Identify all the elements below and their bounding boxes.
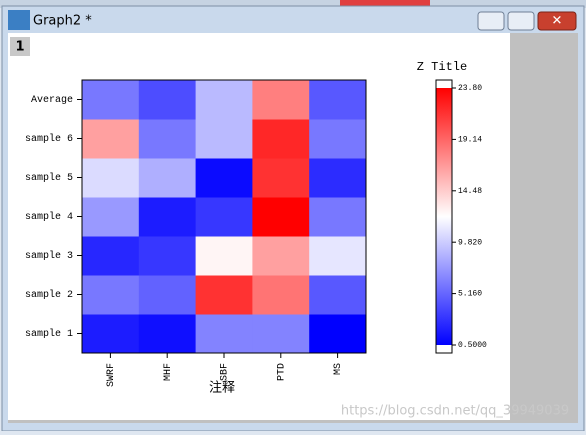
colorbar-frame — [435, 79, 453, 354]
heatmap-cell — [138, 119, 197, 159]
heatmap: sample 1 sample 2 sample 3 sample 4 sample 5… — [25, 79, 487, 387]
heatmap-cell — [82, 158, 140, 198]
close-icon: ✕ — [552, 14, 563, 29]
heatmap-cell — [195, 119, 253, 159]
heatmap-cell — [82, 236, 140, 276]
close-button[interactable] — [537, 11, 577, 31]
colorbar-tick-label: 14.48 — [458, 187, 482, 196]
window-icon — [8, 10, 30, 30]
heatmap-cell — [309, 158, 367, 198]
heatmap-cell — [82, 80, 140, 120]
y-tick-label: sample 4 — [25, 211, 73, 223]
watermark: https://blog.csdn.net/qq_39949039 — [341, 404, 569, 419]
background-strip — [0, 0, 586, 8]
layer-tab-label: 1 — [15, 40, 24, 55]
colorbar — [436, 88, 452, 345]
heatmap-cell — [195, 197, 253, 237]
y-tick-label: sample 5 — [25, 172, 73, 184]
heatmap-cell — [252, 197, 310, 237]
x-tick-label: PTD — [276, 363, 287, 381]
heatmap-cell — [195, 275, 253, 315]
heatmap-cell — [309, 80, 367, 120]
heatmap-cell — [309, 275, 367, 315]
heatmap-cell — [195, 80, 253, 120]
x-axis-title: 注释 — [209, 381, 235, 396]
heatmap-cell — [252, 236, 310, 276]
y-tick-label: sample 1 — [25, 328, 73, 340]
colorbar-tick-label: 0.5000 — [458, 341, 487, 350]
heatmap-cell — [138, 158, 197, 198]
heatmap-cell — [195, 314, 253, 354]
minimize-button[interactable] — [477, 11, 505, 31]
heatmap-cell — [138, 314, 197, 354]
x-tick-label: MS — [333, 363, 344, 375]
background-window — [340, 0, 430, 8]
x-tick-label: SBF — [220, 363, 231, 381]
heatmap-cell — [82, 119, 140, 159]
heatmap-cell — [309, 119, 367, 159]
heatmap-cell — [252, 158, 310, 198]
heatmap-cell — [138, 80, 197, 120]
y-tick-label: sample 3 — [25, 250, 73, 262]
heatmap-cell — [252, 275, 310, 315]
heatmap-cell — [138, 275, 197, 315]
heatmap-cell — [252, 80, 310, 120]
window-title: Graph2 * — [33, 14, 92, 29]
x-tick-label: SWRF — [106, 363, 117, 387]
heatmap-cell — [309, 314, 367, 354]
maximize-button[interactable] — [507, 11, 535, 31]
heatmap-cell — [82, 197, 140, 237]
heatmap-cell — [195, 236, 253, 276]
y-tick-label: sample 2 — [25, 289, 73, 301]
y-tick-label: Average — [31, 95, 73, 106]
heatmap-cell — [82, 314, 140, 354]
heatmap-cell — [252, 314, 310, 354]
layer-tab[interactable] — [10, 37, 30, 56]
colorbar-tick-label: 19.14 — [458, 136, 482, 145]
heatmap-cell — [195, 158, 253, 198]
heatmap-cell — [82, 275, 140, 315]
x-tick-label: MHF — [163, 363, 174, 381]
colorbar-tick-label: 9.820 — [458, 238, 482, 247]
heatmap-cell — [309, 197, 367, 237]
colorbar-tick-label: 5.160 — [458, 290, 482, 299]
heatmap-cell — [309, 236, 367, 276]
colorbar-tick-label: 23.80 — [458, 84, 482, 93]
colorbar-title: Z Title — [417, 60, 467, 74]
y-tick-label: sample 6 — [25, 133, 73, 145]
heatmap-cell — [252, 119, 310, 159]
heatmap-cell — [138, 236, 197, 276]
heatmap-cell — [138, 197, 197, 237]
